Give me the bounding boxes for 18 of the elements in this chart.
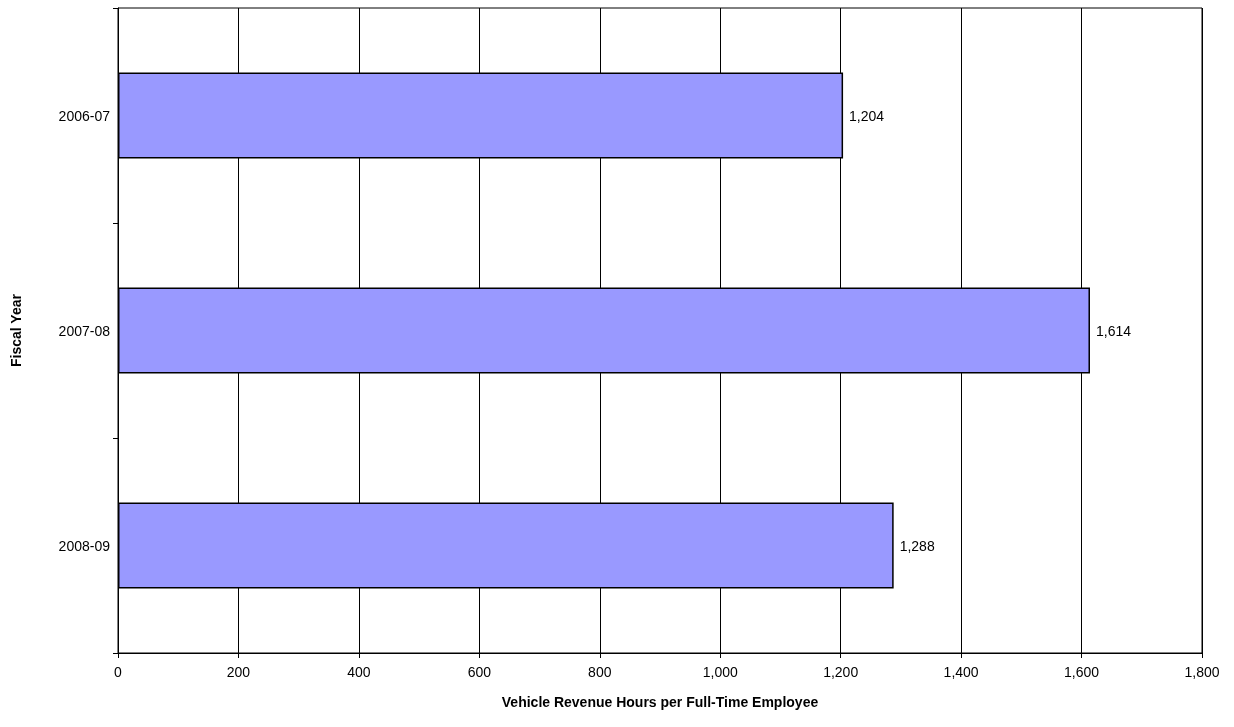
x-axis-title: Vehicle Revenue Hours per Full-Time Employee: [501, 694, 819, 710]
x-tick-label: 1,800: [1184, 664, 1220, 680]
x-tick-label: 800: [588, 664, 612, 680]
x-tick-label: 0: [114, 664, 123, 680]
data-label: 1,614: [1095, 322, 1132, 339]
x-tick-label: 1,400: [943, 664, 979, 680]
x-tick-label: 1,600: [1064, 664, 1100, 680]
x-tick-label: 600: [467, 664, 492, 680]
x-tick-label: 1,200: [823, 664, 859, 680]
data-label: 1,204: [849, 107, 885, 124]
y-tick-label: 2008-09: [58, 537, 111, 554]
data-label: 1,288: [899, 537, 935, 554]
y-tick-label: 2007-08: [58, 322, 111, 339]
x-tick-label: 200: [226, 664, 251, 680]
y-axis-title: Fiscal Year: [8, 293, 24, 367]
y-tick-label: 2006-07: [58, 107, 111, 124]
x-tick-label: 400: [347, 664, 371, 680]
x-tick-label: 1,000: [702, 664, 738, 680]
